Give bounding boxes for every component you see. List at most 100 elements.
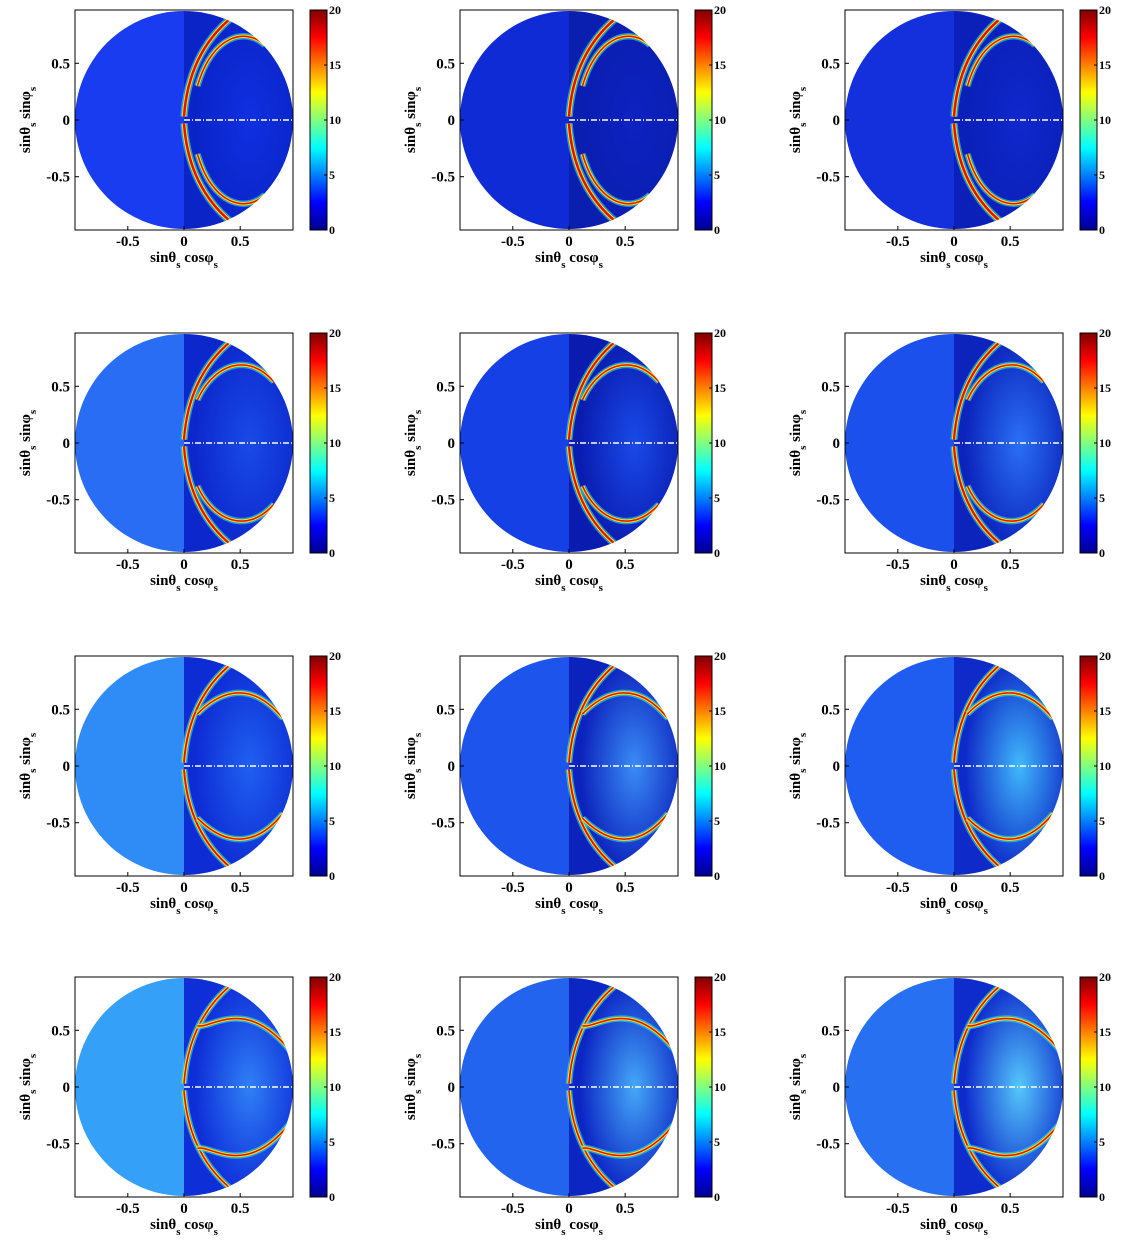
y-axis-label-part: s	[412, 732, 424, 737]
x-tick-label: -0.5	[501, 234, 525, 250]
colorbar-tick-label: 5	[329, 1135, 335, 1149]
y-axis-label-part: s	[27, 86, 39, 91]
y-axis-label-part: sinφ	[18, 414, 34, 445]
x-axis-label-part: s	[984, 259, 989, 271]
caustic-band	[581, 813, 669, 840]
caustic-band	[966, 692, 1054, 719]
colorbar-tick-label: 5	[714, 1135, 720, 1149]
x-tick-label: 0.5	[1001, 557, 1020, 573]
x-axis-label-part: s	[176, 259, 181, 271]
x-axis-label-part: s	[176, 1226, 181, 1238]
colorbar-tick-label: 20	[1099, 326, 1111, 340]
y-tick-label: -0.5	[816, 1137, 840, 1153]
caustic-band	[196, 692, 284, 719]
y-tick-label: 0.5	[436, 56, 455, 72]
colorbar-tick-label: 0	[1099, 546, 1105, 560]
colorbar-tick-label: 15	[329, 58, 341, 72]
colorbar-tick-label: 20	[714, 970, 726, 984]
y-axis-label-part: s	[412, 122, 424, 127]
y-tick-label: -0.5	[46, 816, 70, 832]
x-axis-label-part: s	[599, 582, 604, 594]
x-tick-label: -0.5	[886, 1201, 910, 1217]
heatmap-disk	[75, 11, 293, 229]
caustic-band	[567, 123, 617, 224]
colorbar-tick-label: 0	[1099, 223, 1105, 237]
x-tick-label: 0.5	[616, 234, 635, 250]
x-tick-label: 0.5	[231, 880, 250, 896]
x-axis-label: sinθs cosφs	[920, 250, 989, 271]
x-axis-label-part: sinθ	[920, 896, 946, 912]
y-tick-label: -0.5	[46, 1137, 70, 1153]
x-tick-label: 0.5	[616, 557, 635, 573]
colorbar-tick-label: 15	[714, 58, 726, 72]
y-axis-label-part: s	[412, 768, 424, 773]
x-tick-label: 0	[950, 234, 958, 250]
y-axis-label-part: sinφ	[788, 737, 804, 768]
caustic-band	[952, 340, 1002, 440]
colorbar-tick-label: 0	[714, 546, 720, 560]
y-axis-label-part: sinφ	[18, 737, 34, 768]
x-axis-label-part: s	[176, 582, 181, 594]
disk-left	[75, 978, 184, 1196]
caustic-band	[966, 364, 1045, 401]
colorbar-tick-label: 5	[329, 168, 335, 182]
x-tick-label: -0.5	[501, 1201, 525, 1217]
x-axis-label-part: cosφ	[951, 896, 984, 912]
y-tick-label: -0.5	[431, 1137, 455, 1153]
y-axis-label: sinθs sinφs	[788, 409, 809, 476]
x-tick-label: 0.5	[1001, 1201, 1020, 1217]
heatmap-disk	[845, 657, 1063, 875]
colorbar-tick-label: 0	[1099, 869, 1105, 883]
caustic-band	[182, 16, 232, 117]
x-axis-label-part: s	[599, 259, 604, 271]
x-tick-label: 0	[950, 1201, 958, 1217]
y-tick-label: -0.5	[431, 170, 455, 186]
y-tick-label: 0	[448, 113, 456, 129]
y-tick-label: 0.5	[821, 56, 840, 72]
caustic-band	[182, 446, 232, 546]
y-axis-label-part: sinθ	[403, 773, 419, 799]
colorbar-tick-label: 15	[1099, 704, 1111, 718]
x-axis-label-part: sinθ	[150, 1217, 176, 1233]
caustic-band	[581, 692, 669, 719]
y-axis-label-part: s	[412, 1089, 424, 1094]
caustic-band	[966, 813, 1054, 840]
y-axis-label-part: sinθ	[403, 1094, 419, 1120]
y-axis-label: sinθs sinφs	[788, 1053, 809, 1120]
x-tick-label: 0	[180, 880, 188, 896]
y-tick-label: 0	[448, 1080, 456, 1096]
colorbar-tick-label: 0	[329, 869, 335, 883]
colorbar-tick-label: 0	[329, 223, 335, 237]
caustic-band	[952, 446, 1002, 546]
x-axis-label-part: s	[561, 582, 566, 594]
x-axis-label: sinθs cosφs	[150, 250, 219, 271]
y-tick-label: 0	[833, 759, 841, 775]
y-tick-label: 0.5	[51, 702, 70, 718]
y-tick-label: -0.5	[46, 170, 70, 186]
y-tick-label: 0.5	[436, 702, 455, 718]
x-axis-label-part: sinθ	[920, 573, 946, 589]
disk-left	[460, 334, 569, 552]
x-tick-label: 0.5	[1001, 234, 1020, 250]
x-axis-label-part: s	[946, 259, 951, 271]
x-tick-label: -0.5	[886, 880, 910, 896]
heatmap-disk	[75, 334, 293, 552]
x-tick-label: -0.5	[501, 880, 525, 896]
colorbar-tick-label: 10	[329, 113, 341, 127]
caustic-band	[183, 769, 232, 869]
x-axis-label-part: sinθ	[150, 573, 176, 589]
heatmap-disk	[460, 11, 678, 229]
disk-left	[845, 978, 954, 1196]
heatmap-disk	[845, 11, 1063, 229]
y-axis-label-part: s	[27, 1089, 39, 1094]
x-axis-label: sinθs cosφs	[150, 896, 219, 917]
caustic-band	[952, 123, 1002, 224]
colorbar-tick-label: 15	[329, 381, 341, 395]
x-axis-label-part: cosφ	[181, 896, 214, 912]
x-axis-label-part: sinθ	[535, 1217, 561, 1233]
y-tick-label: -0.5	[816, 170, 840, 186]
